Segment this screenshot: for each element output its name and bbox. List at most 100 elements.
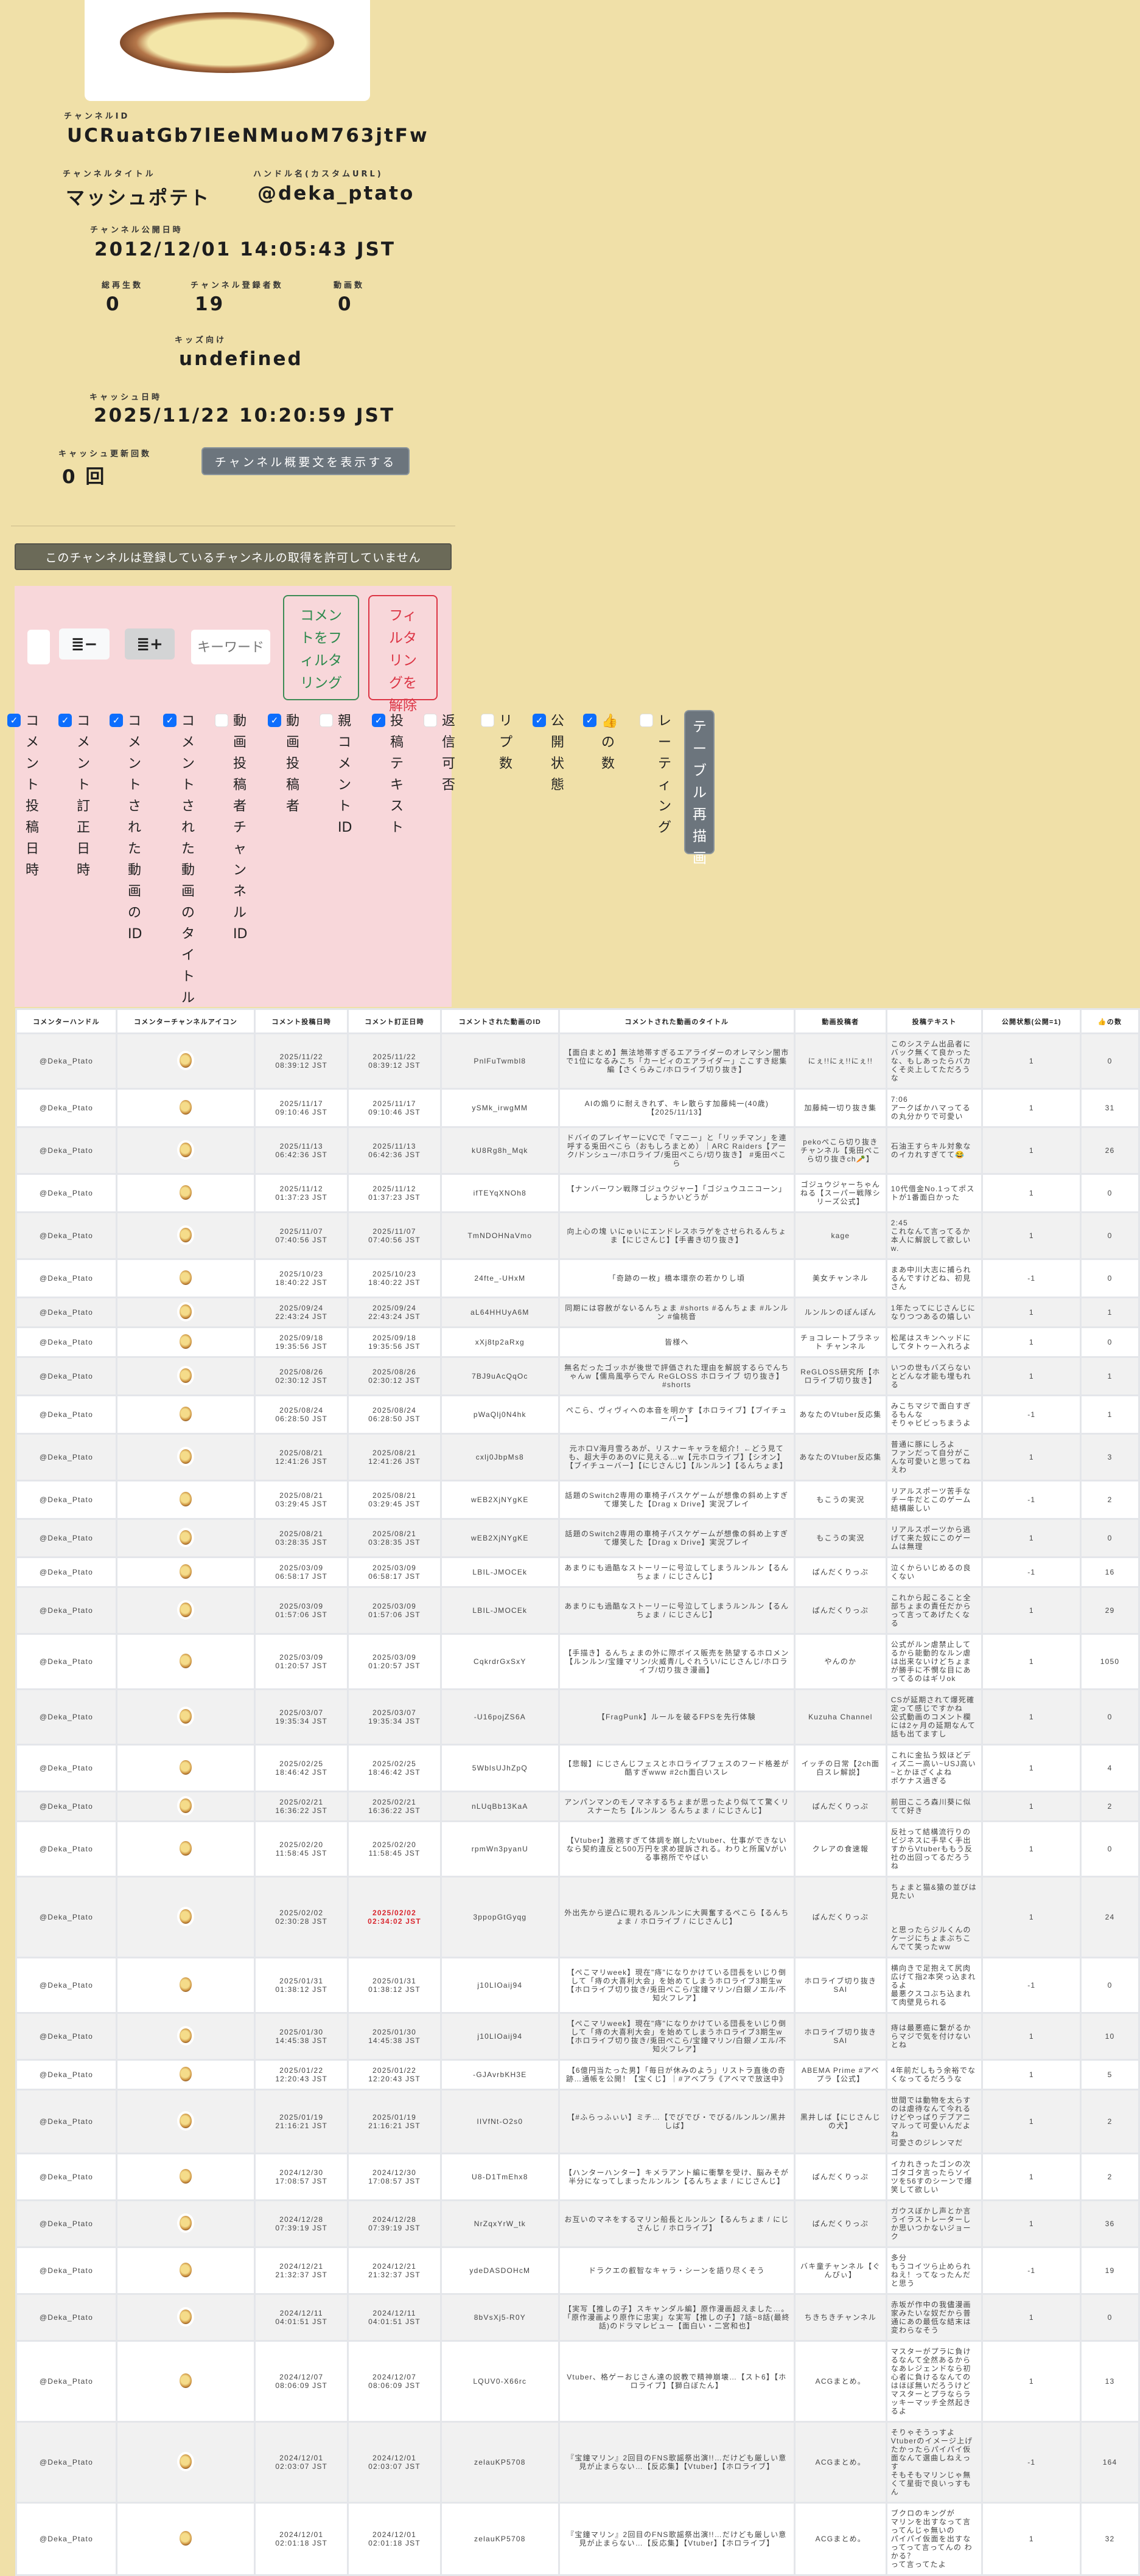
column-toggle[interactable]: ✓ 👍の数 <box>583 711 618 775</box>
column-toggle[interactable]: ✓ 公開状態 <box>533 711 565 796</box>
column-toggle[interactable]: ✓ コメントされた動画のID <box>110 711 142 945</box>
video-id[interactable]: wEB2XjNYgKE <box>439 1518 560 1558</box>
checkbox[interactable]: ✓ <box>7 714 21 727</box>
video-id[interactable]: pWaQlj0N4hk <box>439 1394 560 1435</box>
checkbox[interactable]: ✓ <box>372 714 385 727</box>
increase-rows-button[interactable]: ≣+ <box>125 628 175 660</box>
video-id[interactable]: LQUV0-X66rc <box>439 2340 560 2423</box>
commenter-handle: @Deka_Ptato <box>15 1957 117 2014</box>
video-id[interactable]: zelauKP5708 <box>439 2502 560 2576</box>
column-toggle[interactable]: リプ数 <box>481 711 514 775</box>
edited-date: 2024/12/01 02:03:07 JST <box>347 2421 442 2504</box>
video-id[interactable]: ydeDASDOHcM <box>439 2246 560 2295</box>
video-id[interactable]: LBIL-JMOCEk <box>439 1586 560 1635</box>
column-header[interactable]: 投稿テキスト <box>885 1008 984 1034</box>
column-toggle[interactable]: ✓ 投稿テキスト <box>372 711 405 838</box>
commenter-handle: @Deka_Ptato <box>15 1433 117 1481</box>
edited-date: 2025/11/17 09:10:46 JST <box>347 1088 442 1128</box>
video-id[interactable]: 8bVsXj5-R0Y <box>439 2293 560 2342</box>
column-toggle[interactable]: レーティング <box>640 711 673 838</box>
video-id[interactable]: CqkrdrGxSxY <box>439 1633 560 1690</box>
column-toggle[interactable]: ✓ コメント訂正日時 <box>58 711 91 881</box>
commenter-icon-cell <box>115 1433 256 1481</box>
video-id[interactable]: cxlj0JbpMs8 <box>439 1433 560 1481</box>
column-toggle[interactable]: ✓ コメントされた動画のタイトル <box>163 711 196 1009</box>
video-id[interactable]: aL64HHUyA6M <box>439 1297 560 1328</box>
column-toggle[interactable]: 親コメントID <box>320 711 352 838</box>
edited-date: 2025/08/21 03:28:35 JST <box>347 1518 442 1558</box>
checkbox[interactable] <box>481 714 494 727</box>
video-id[interactable]: U8-D1TmEhx8 <box>439 2153 560 2201</box>
video-id[interactable]: 7BJ9uAcQqOc <box>439 1356 560 1396</box>
checkbox[interactable] <box>320 714 333 727</box>
column-toggle[interactable]: ✓ 動画投稿者 <box>268 711 301 817</box>
video-id[interactable]: j10LIOaij94 <box>439 1957 560 2014</box>
video-id[interactable]: 3ppopGtGyqg <box>439 1876 560 1958</box>
video-id[interactable]: xXj8tp2aRxg <box>439 1326 560 1358</box>
commenter-handle: @Deka_Ptato <box>15 1032 117 1090</box>
checkbox[interactable]: ✓ <box>58 714 72 727</box>
filter-comments-button[interactable]: コメントをフィルタリング <box>283 595 359 700</box>
column-header[interactable]: 動画投稿者 <box>793 1008 887 1034</box>
checkbox[interactable]: ✓ <box>268 714 281 727</box>
like-count: 2 <box>1080 1480 1140 1520</box>
commenter-avatar-icon <box>180 2530 192 2546</box>
public-status: 1 <box>981 1088 1082 1128</box>
table-row: @Deka_Ptato 2025/11/12 01:37:23 JST 2025/1… <box>15 1173 1140 1213</box>
video-id[interactable]: 24fte_-UHxM <box>439 1258 560 1298</box>
video-id[interactable]: IIVfNt-O2s0 <box>439 2089 560 2154</box>
column-toggle-label: コメントされた動画のタイトル <box>181 714 195 1006</box>
column-toggle[interactable]: 返信可否 <box>424 711 456 796</box>
column-toggle[interactable]: 動画投稿者チャンネルID <box>215 711 248 945</box>
video-id[interactable]: nLUqBb13KaA <box>439 1791 560 1822</box>
checkbox[interactable] <box>424 714 437 727</box>
public-status: 1 <box>981 2340 1082 2423</box>
subscription-not-allowed-banner: このチャンネルは登録しているチャンネルの取得を許可していません <box>15 543 452 570</box>
like-count: 13 <box>1080 2340 1140 2423</box>
video-id[interactable]: LBIL-JMOCEk <box>439 1556 560 1588</box>
video-id[interactable]: NrZqxYrW_tk <box>439 2199 560 2248</box>
column-header[interactable]: コメンターチャンネルアイコン <box>115 1008 256 1034</box>
video-id[interactable]: TmNDOHNaVmo <box>439 1211 560 1260</box>
video-id[interactable]: ySMk_irwgMM <box>439 1088 560 1128</box>
video-id[interactable]: -U16pojZS6A <box>439 1688 560 1746</box>
column-toggle[interactable]: ✓ コメント投稿日時 <box>7 711 40 881</box>
video-id[interactable]: PnlFuTwmbl8 <box>439 1032 560 1090</box>
column-header[interactable]: コメンターハンドル <box>15 1008 117 1034</box>
checkbox[interactable]: ✓ <box>583 714 596 727</box>
checkbox[interactable] <box>215 714 228 727</box>
video-uploader: もこうの実況 <box>793 1480 887 1520</box>
public-status: 1 <box>981 2502 1082 2576</box>
clear-filter-button[interactable]: フィルタリングを解除 <box>368 595 438 714</box>
comment-text: 7:06 アークばかハマってるの丸分かりで可愛い <box>885 1088 984 1128</box>
video-id[interactable]: wEB2XjNYgKE <box>439 1480 560 1520</box>
column-header[interactable]: コメント訂正日時 <box>347 1008 442 1034</box>
checkbox[interactable]: ✓ <box>163 714 177 727</box>
video-id[interactable]: ifTEYqXNOh8 <box>439 1173 560 1213</box>
checkbox[interactable]: ✓ <box>533 714 546 727</box>
column-header[interactable]: コメントされた動画のタイトル <box>558 1008 796 1034</box>
posted-date: 2025/08/21 12:41:26 JST <box>254 1433 349 1481</box>
video-id[interactable]: 5WblsUJhZpQ <box>439 1744 560 1792</box>
video-id[interactable]: j10LIOaij94 <box>439 2012 560 2061</box>
posted-date: 2024/12/28 07:39:19 JST <box>254 2199 349 2248</box>
checkbox[interactable] <box>640 714 653 727</box>
keyword-input[interactable] <box>191 630 270 664</box>
column-header[interactable]: 公開状態(公開=1) <box>981 1008 1082 1034</box>
redraw-table-button[interactable]: テーブル再描画 <box>684 710 715 866</box>
video-id[interactable]: -GJAvrbKH3E <box>439 2059 560 2090</box>
column-header[interactable]: コメントされた動画のID <box>439 1008 560 1034</box>
like-count: 0 <box>1080 1173 1140 1213</box>
commenter-avatar-icon <box>180 1304 192 1319</box>
column-header[interactable]: 👍の数 <box>1080 1008 1140 1034</box>
show-channel-description-button[interactable]: チャンネル概要文を表示する <box>201 447 410 475</box>
checkbox[interactable]: ✓ <box>110 714 123 727</box>
commenter-handle: @Deka_Ptato <box>15 2340 117 2423</box>
video-id[interactable]: zelauKP5708 <box>439 2421 560 2504</box>
decrease-rows-button[interactable]: ≣− <box>59 628 110 660</box>
blank-input[interactable] <box>27 630 50 664</box>
video-id[interactable]: kU8Rg8h_Mqk <box>439 1126 560 1175</box>
video-id[interactable]: rpmWn3pyanU <box>439 1820 560 1878</box>
column-header[interactable]: コメント投稿日時 <box>254 1008 349 1034</box>
commenter-avatar-icon <box>180 1185 192 1200</box>
